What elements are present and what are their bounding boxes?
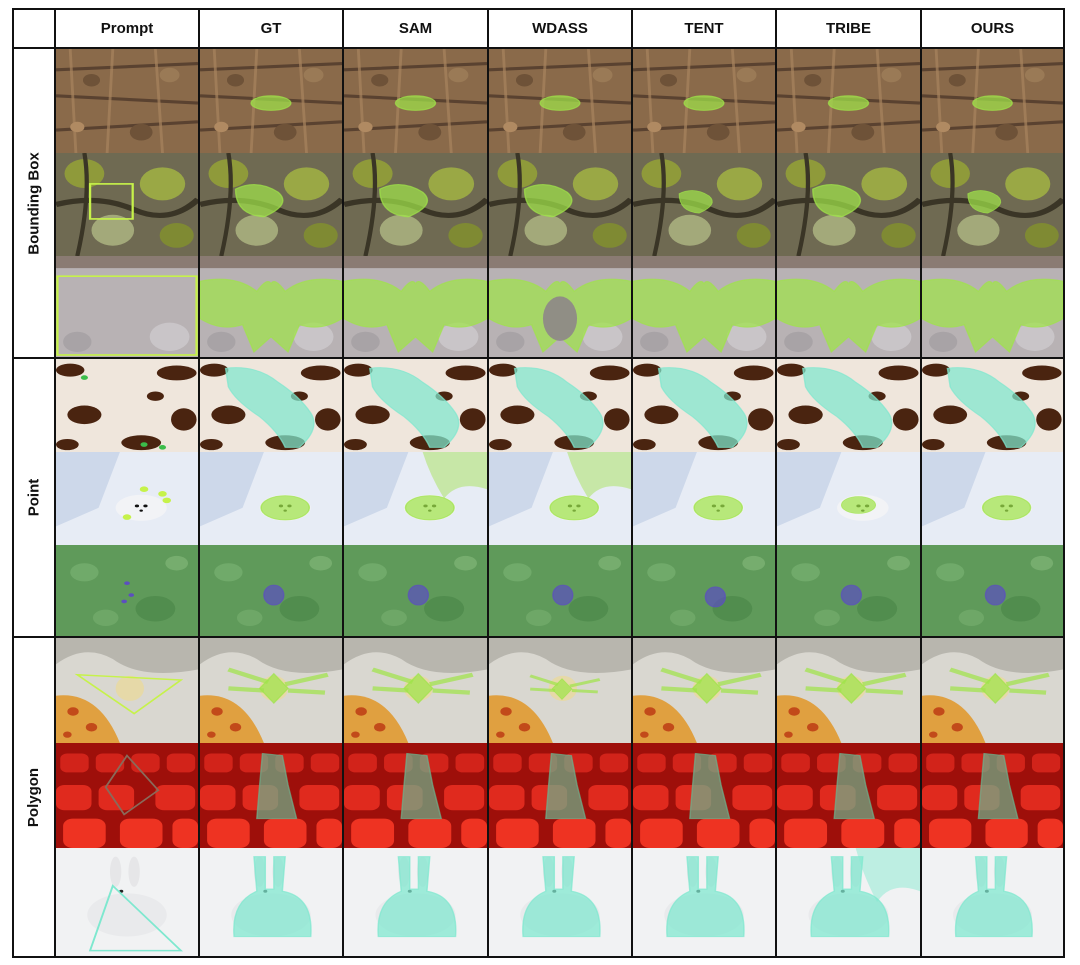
image-cell-wdass-6	[489, 545, 631, 636]
image-cell-ours-3	[922, 256, 1063, 357]
image-cell-tent-2	[633, 153, 775, 256]
image-cell-sam-4	[344, 359, 487, 452]
image-cell-sam-6	[344, 545, 487, 636]
image-cell-prompt-8	[56, 743, 198, 848]
image-cell-tent-6	[633, 545, 775, 636]
image-cell-prompt-4	[56, 359, 198, 452]
image-cell-sam-3	[344, 256, 487, 357]
image-cell-sam-1	[344, 49, 487, 153]
image-cell-gt-6	[200, 545, 342, 636]
image-cell-tent-3	[633, 256, 775, 357]
image-cell-prompt-3	[56, 256, 198, 357]
image-cell-wdass-1	[489, 49, 631, 153]
image-cell-ours-4	[922, 359, 1063, 452]
image-cell-wdass-8	[489, 743, 631, 848]
group-divider	[14, 636, 1063, 638]
image-cell-ours-8	[922, 743, 1063, 848]
image-cell-gt-7	[200, 638, 342, 743]
image-cell-wdass-5	[489, 452, 631, 545]
image-cell-tribe-8	[777, 743, 920, 848]
image-cell-prompt-6	[56, 545, 198, 636]
image-cell-tribe-4	[777, 359, 920, 452]
group-label-polygon: Polygon	[14, 638, 54, 956]
image-cell-gt-3	[200, 256, 342, 357]
image-cell-tribe-6	[777, 545, 920, 636]
image-cell-tribe-9	[777, 848, 920, 956]
image-cell-prompt-9	[56, 848, 198, 956]
image-cell-prompt-1	[56, 49, 198, 153]
column-header-tribe: TRIBE	[777, 10, 920, 47]
image-cell-tent-8	[633, 743, 775, 848]
comparison-figure: Prompt GT SAM WDASS TENT TRIBE OURS Boun…	[12, 8, 1065, 958]
image-cell-wdass-9	[489, 848, 631, 956]
image-cell-gt-8	[200, 743, 342, 848]
image-cell-prompt-2	[56, 153, 198, 256]
image-cell-sam-9	[344, 848, 487, 956]
column-header-prompt: Prompt	[56, 10, 198, 47]
header-corner	[14, 10, 54, 47]
image-cell-ours-1	[922, 49, 1063, 153]
column-divider	[487, 10, 489, 956]
image-cell-gt-9	[200, 848, 342, 956]
image-cell-tribe-2	[777, 153, 920, 256]
image-cell-tribe-5	[777, 452, 920, 545]
image-cell-sam-5	[344, 452, 487, 545]
image-cell-ours-7	[922, 638, 1063, 743]
image-cell-wdass-2	[489, 153, 631, 256]
image-cell-wdass-7	[489, 638, 631, 743]
image-cell-tent-9	[633, 848, 775, 956]
image-cell-prompt-5	[56, 452, 198, 545]
image-cell-tribe-7	[777, 638, 920, 743]
image-cell-tent-1	[633, 49, 775, 153]
column-header-tent: TENT	[633, 10, 775, 47]
image-cell-ours-5	[922, 452, 1063, 545]
column-header-sam: SAM	[344, 10, 487, 47]
header-divider	[14, 47, 1063, 49]
column-header-gt: GT	[200, 10, 342, 47]
group-label-bounding-box: Bounding Box	[14, 49, 54, 357]
image-cell-sam-8	[344, 743, 487, 848]
image-cell-ours-2	[922, 153, 1063, 256]
column-header-wdass: WDASS	[489, 10, 631, 47]
image-cell-sam-7	[344, 638, 487, 743]
image-cell-prompt-7	[56, 638, 198, 743]
column-divider	[54, 10, 56, 956]
image-cell-tent-5	[633, 452, 775, 545]
group-divider	[14, 357, 1063, 359]
column-divider	[342, 10, 344, 956]
column-divider	[920, 10, 922, 956]
image-cell-tent-7	[633, 638, 775, 743]
image-cell-ours-9	[922, 848, 1063, 956]
image-cell-tribe-1	[777, 49, 920, 153]
image-cell-gt-5	[200, 452, 342, 545]
image-cell-tent-4	[633, 359, 775, 452]
image-cell-gt-4	[200, 359, 342, 452]
image-cell-gt-2	[200, 153, 342, 256]
image-cell-wdass-4	[489, 359, 631, 452]
image-cell-ours-6	[922, 545, 1063, 636]
column-header-ours: OURS	[922, 10, 1063, 47]
image-cell-wdass-3	[489, 256, 631, 357]
column-divider	[631, 10, 633, 956]
image-cell-tribe-3	[777, 256, 920, 357]
image-cell-sam-2	[344, 153, 487, 256]
column-divider	[775, 10, 777, 956]
column-divider	[198, 10, 200, 956]
image-cell-gt-1	[200, 49, 342, 153]
group-label-point: Point	[14, 359, 54, 636]
